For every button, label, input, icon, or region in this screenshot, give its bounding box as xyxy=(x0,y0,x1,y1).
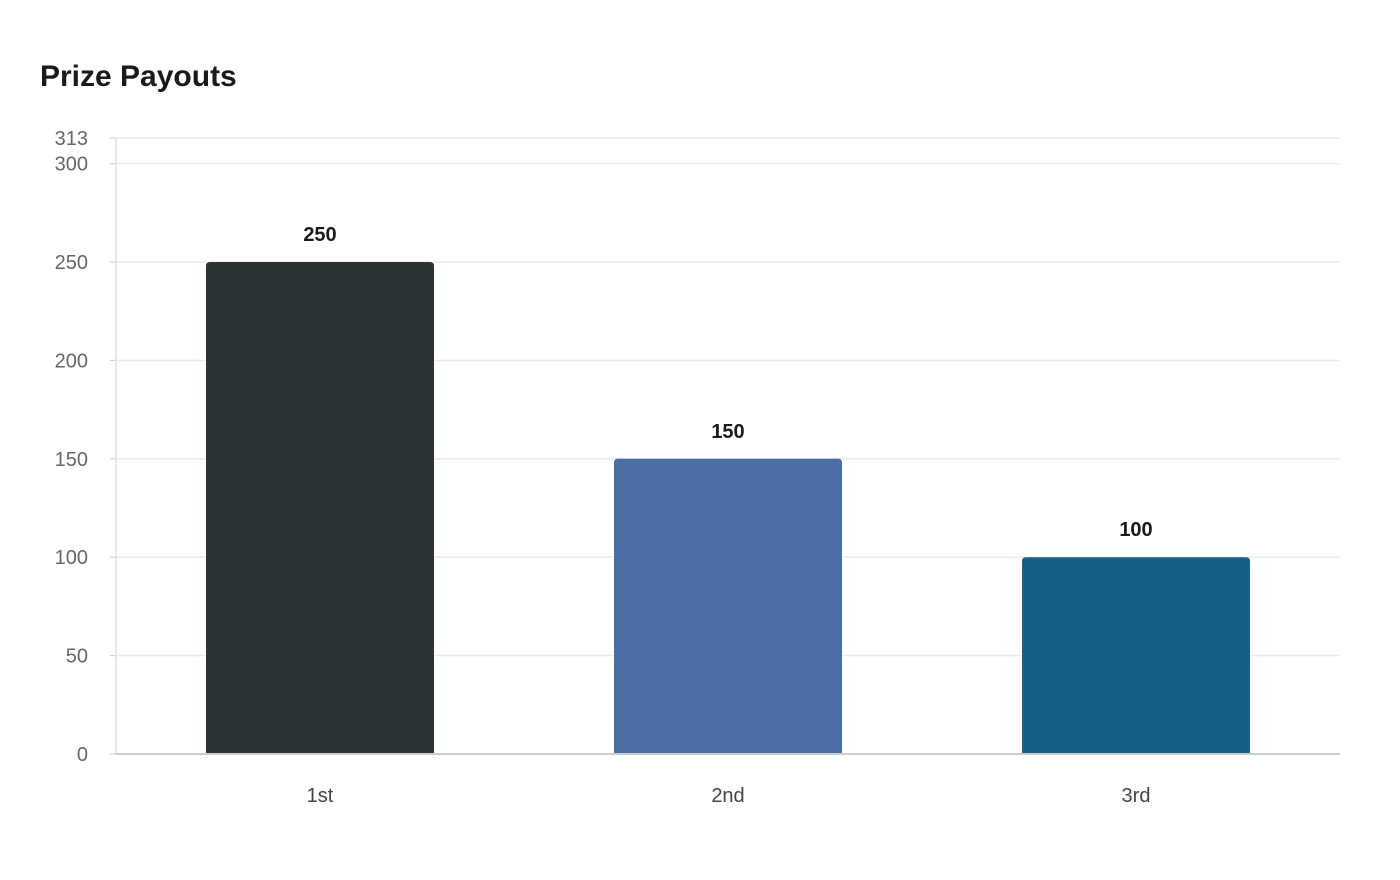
data-label: 100 xyxy=(1119,519,1152,541)
data-label: 250 xyxy=(303,224,336,246)
y-tick-label: 300 xyxy=(55,154,88,176)
bar-2nd xyxy=(614,458,842,754)
x-category-label: 1st xyxy=(307,785,334,807)
y-tick-label: 0 xyxy=(77,744,88,766)
bar-1st xyxy=(206,261,434,754)
y-tick-label: 250 xyxy=(55,252,88,274)
y-tick-label: 150 xyxy=(55,449,88,471)
x-category-label: 2nd xyxy=(711,785,744,807)
y-tick-label: 200 xyxy=(55,350,88,372)
bar-3rd xyxy=(1022,557,1250,754)
chart-title: Prize Payouts xyxy=(40,60,237,93)
y-tick-label: 313 xyxy=(55,128,88,150)
bars xyxy=(206,261,1250,754)
data-labels: 250 150 100 xyxy=(303,224,1152,541)
y-tick-label: 100 xyxy=(55,547,88,569)
x-axis-categories: 1st 2nd 3rd xyxy=(307,785,1151,807)
data-label: 150 xyxy=(711,421,744,443)
x-category-label: 3rd xyxy=(1122,785,1151,807)
y-axis-ticks: 0 50 100 150 200 250 300 313 xyxy=(55,128,116,766)
y-tick-label: 50 xyxy=(66,646,88,668)
